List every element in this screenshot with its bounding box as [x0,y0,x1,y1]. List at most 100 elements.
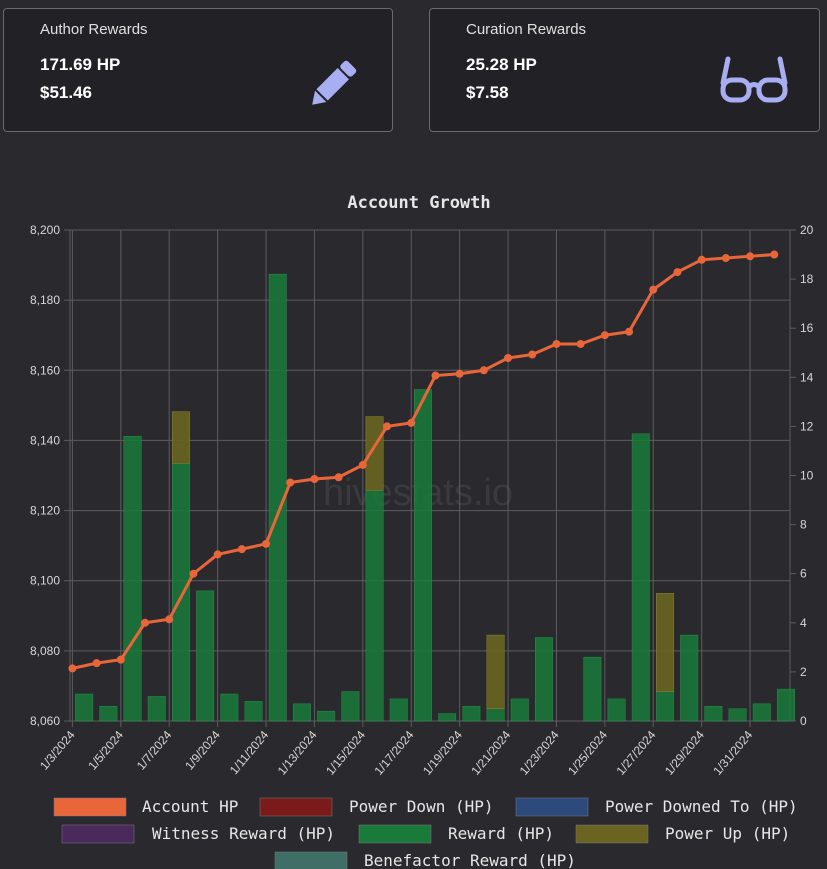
reward-bar [220,693,239,722]
x-tick-label: 1/5/2024 [85,728,126,773]
y-left-tick-label: 8,100 [30,574,60,588]
author-rewards-card: Author Rewards 171.69 HP $51.46 [3,8,393,132]
y-left-tick-label: 8,140 [30,433,60,447]
account-hp-point [237,545,246,554]
reward-bar [535,637,553,722]
y-right-tick-label: 0 [800,714,807,728]
legend-item[interactable]: Witness Reward (HP) [61,824,335,844]
reward-bar [268,273,287,722]
y-right-tick-label: 6 [800,567,807,581]
reward-bar [777,688,795,722]
legend-item[interactable]: Power Down (HP) [259,797,494,817]
y-left-tick-label: 8,160 [30,363,60,377]
y-right-tick-label: 8 [800,518,807,532]
account-hp-point [116,655,125,664]
account-hp-point [358,460,367,469]
legend-swatch [575,824,649,844]
legend-label: Reward (HP) [448,824,554,843]
account-hp-point [431,371,440,380]
legend-label: Benefactor Reward (HP) [364,851,576,869]
reward-bar [389,698,408,722]
legend-swatch [259,797,333,817]
account-hp-point [600,331,609,340]
x-tick-label: 1/11/2024 [227,728,272,777]
reward-bar [171,462,190,722]
x-tick-label: 1/3/2024 [37,728,78,773]
reward-bar [704,706,723,722]
x-tick-label: 1/29/2024 [662,728,707,778]
legend-swatch [358,824,432,844]
legend-label: Power Up (HP) [665,824,790,843]
account-hp-point [141,618,150,627]
reward-bar [292,703,311,722]
account-hp-point [92,659,101,668]
legend-swatch [61,824,135,844]
reward-bar [196,590,215,722]
x-tick-label: 1/19/2024 [420,728,465,778]
account-hp-point [189,569,198,578]
account-hp-point [213,550,222,559]
x-tick-label: 1/17/2024 [371,728,416,778]
account-hp-line [72,253,775,670]
legend-swatch [53,797,127,817]
y-right-tick-label: 20 [800,223,814,237]
author-rewards-title: Author Rewards [40,21,148,38]
account-hp-point [576,339,585,348]
account-hp-point [68,664,77,673]
y-right-tick-label: 14 [800,370,814,384]
account-hp-point [383,422,392,431]
chart-legend[interactable]: Account HP Power Down (HP) Power Downed To… [53,797,798,869]
legend-label: Power Downed To (HP) [605,797,798,816]
reward-bar [413,389,432,722]
reward-bar [317,710,336,722]
legend-item[interactable]: Benefactor Reward (HP) [274,851,576,869]
account-hp-point [455,369,464,378]
account-hp-point [721,254,730,263]
x-tick-label: 1/31/2024 [710,728,755,778]
reward-bar [147,696,166,722]
power-up-bar [486,634,505,709]
reward-bar [244,701,263,722]
author-rewards-hp: 171.69 HP [40,55,121,74]
y-left-tick-label: 8,120 [30,504,60,518]
legend-swatch [274,851,348,869]
legend-item[interactable]: Account HP [53,797,238,817]
curation-rewards-hp: 25.28 HP [466,55,537,74]
account-hp-point [310,475,319,484]
x-tick-label: 1/27/2024 [614,728,659,778]
legend-item[interactable]: Reward (HP) [358,824,554,844]
x-tick-label: 1/25/2024 [565,728,610,778]
legend-label: Power Down (HP) [349,797,494,816]
y-right-tick-label: 12 [800,419,814,433]
legend-item[interactable]: Power Up (HP) [575,824,790,844]
account-hp-point [528,350,537,359]
legend-item[interactable]: Power Downed To (HP) [515,797,798,817]
x-tick-label: 1/9/2024 [182,728,223,773]
reward-bar [438,713,457,722]
reward-bar [123,435,142,722]
account-hp-point [697,255,706,264]
glasses-icon [720,56,788,103]
reward-bar [607,698,626,722]
reward-bar [752,703,771,722]
x-tick-label: 1/23/2024 [517,728,562,778]
account-hp-point [334,473,343,482]
reward-bar [656,691,674,722]
reward-bar [510,698,529,722]
power-up-bar [365,416,384,491]
account-hp-point [649,285,658,294]
curation-rewards-title: Curation Rewards [466,21,587,38]
x-tick-label: 1/15/2024 [323,728,368,778]
account-hp-point [552,339,561,348]
author-rewards-usd: $51.46 [40,83,92,102]
reward-bar [341,691,360,722]
power-up-bar [656,593,674,692]
account-hp-point [770,250,779,259]
account-hp-point [746,252,755,261]
chart-line [68,250,779,673]
y-right-tick-label: 2 [800,665,807,679]
x-tick-label: 1/7/2024 [134,728,175,773]
reward-bar [680,634,699,722]
y-left-tick-label: 8,080 [30,644,60,658]
